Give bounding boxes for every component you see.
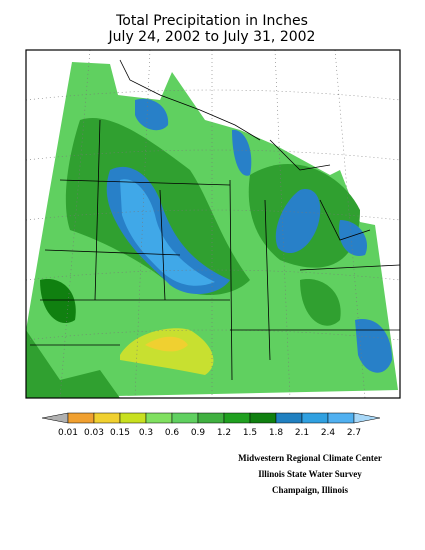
legend-swatch bbox=[249, 412, 277, 424]
legend-swatch bbox=[301, 412, 329, 424]
legend-swatch bbox=[171, 412, 199, 424]
legend-label: 2.7 bbox=[347, 428, 361, 438]
legend-label: 1.2 bbox=[217, 428, 231, 438]
credit: Champaign, Illinois bbox=[272, 485, 349, 495]
legend: 0.01 0.03 0.15 0.3 0.6 0.9 1.2 1.5 1.8 2.1 2.4 2.7 bbox=[41, 412, 381, 438]
legend-label: 0.3 bbox=[139, 428, 153, 438]
legend-label: 0.01 bbox=[58, 428, 78, 438]
legend-swatch bbox=[197, 412, 225, 424]
legend-swatch bbox=[223, 412, 251, 424]
legend-label: 0.9 bbox=[191, 428, 206, 438]
legend-swatch bbox=[327, 412, 355, 424]
legend-label: 2.4 bbox=[321, 428, 336, 438]
legend-label: 0.15 bbox=[110, 428, 130, 438]
map bbox=[25, 49, 401, 399]
legend-swatch bbox=[145, 412, 173, 424]
legend-end bbox=[353, 412, 381, 424]
title-line: July 24, 2002 to July 31, 2002 bbox=[108, 29, 316, 45]
credit: Midwestern Regional Climate Center bbox=[238, 453, 382, 463]
legend-label: 0.03 bbox=[84, 428, 104, 438]
title-line: Total Precipitation in Inches bbox=[115, 13, 308, 29]
legend-swatch bbox=[93, 412, 121, 424]
legend-swatch bbox=[119, 412, 147, 424]
legend-label: 1.5 bbox=[243, 428, 257, 438]
legend-end bbox=[41, 412, 69, 424]
legend-label: 0.6 bbox=[165, 428, 180, 438]
legend-label: 2.1 bbox=[295, 428, 309, 438]
credit: Illinois State Water Survey bbox=[258, 469, 362, 479]
legend-label: 1.8 bbox=[269, 428, 284, 438]
legend-swatch bbox=[67, 412, 95, 424]
legend-swatch bbox=[275, 412, 303, 424]
